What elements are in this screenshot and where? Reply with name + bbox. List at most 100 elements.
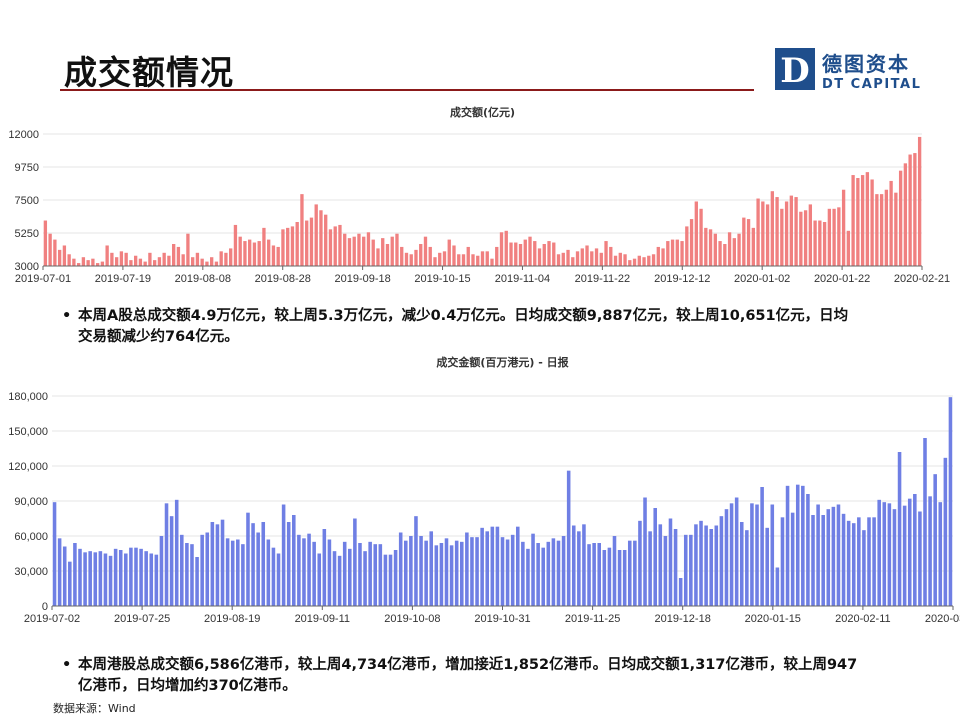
bar <box>653 508 657 606</box>
bar <box>439 543 444 606</box>
bar <box>633 540 637 606</box>
bar <box>124 553 128 606</box>
bar <box>622 550 627 606</box>
bar <box>643 497 647 606</box>
bar <box>62 546 67 606</box>
bar <box>286 522 291 606</box>
bar <box>865 172 870 266</box>
bar <box>368 541 372 606</box>
bar <box>750 503 754 606</box>
bar <box>286 227 290 266</box>
bar <box>423 236 428 266</box>
x-tick-label: 2019-10-15 <box>414 273 470 285</box>
bar <box>419 536 423 606</box>
bar <box>309 217 314 266</box>
bar <box>98 551 103 606</box>
bar <box>541 547 545 606</box>
bar <box>261 522 266 606</box>
bar <box>938 502 943 606</box>
bar <box>449 545 454 606</box>
bar <box>224 252 228 266</box>
bar <box>378 544 383 606</box>
bar <box>133 255 138 266</box>
y-tick-label: 120,000 <box>8 461 48 473</box>
bar <box>908 154 912 266</box>
bar <box>169 516 174 606</box>
bar <box>470 537 474 606</box>
bar <box>638 520 642 606</box>
bar <box>837 207 841 266</box>
bar <box>48 233 52 266</box>
bar <box>317 553 322 606</box>
bar <box>490 258 494 266</box>
bar <box>856 178 860 266</box>
bar <box>714 525 719 606</box>
bar <box>708 229 713 266</box>
bar <box>561 536 566 606</box>
bar <box>683 534 688 606</box>
bar <box>727 232 732 266</box>
bar <box>88 551 92 606</box>
bar <box>746 219 751 266</box>
bar <box>144 551 148 606</box>
bar <box>495 526 500 606</box>
bar <box>72 258 76 266</box>
x-tick-label: 2019-07-19 <box>95 273 151 285</box>
bar <box>857 517 861 606</box>
bar <box>923 438 927 606</box>
a-share-summary-text: 本周A股总成交额4.9万亿元，较上周5.3万亿元，减少0.4万亿元。日均成交额9… <box>78 308 849 345</box>
bar <box>295 222 299 266</box>
bar <box>429 531 434 606</box>
bar <box>314 204 318 266</box>
bar <box>373 544 378 606</box>
bar <box>948 397 953 606</box>
bar <box>882 502 887 606</box>
bar <box>556 540 561 606</box>
bar <box>887 503 892 606</box>
bar <box>200 534 204 606</box>
bar <box>357 233 361 266</box>
bar <box>236 539 240 606</box>
bar <box>528 236 532 266</box>
bar <box>585 245 589 266</box>
bar <box>907 498 912 606</box>
bar <box>164 503 169 606</box>
bar <box>822 222 827 266</box>
bar <box>609 246 613 266</box>
bar <box>376 248 380 266</box>
bar <box>205 532 210 606</box>
bar <box>124 252 128 266</box>
bar <box>347 238 352 266</box>
bar <box>647 255 651 266</box>
bar <box>327 539 332 606</box>
bar <box>509 242 513 266</box>
bar <box>521 541 525 606</box>
bar <box>851 175 855 266</box>
bar <box>571 257 575 266</box>
logo-mark-icon: D <box>775 48 815 90</box>
bar <box>388 554 393 606</box>
bar <box>225 538 230 606</box>
bar <box>471 254 475 266</box>
bar <box>761 201 765 266</box>
bar <box>729 503 734 606</box>
bar <box>933 474 937 606</box>
bar <box>342 541 347 606</box>
bar <box>851 523 856 606</box>
bar <box>689 219 694 266</box>
bar <box>475 537 479 606</box>
bar <box>860 175 865 266</box>
bar <box>149 553 154 606</box>
bar <box>917 136 922 266</box>
bar <box>836 504 841 606</box>
hk-turnover-chart: 成交金额(百万港元) - 日报 0 30,000 60,000 90,000 120,00… <box>8 355 960 625</box>
bar <box>784 201 789 266</box>
hk-summary: • 本周港股总成交额6,586亿港币，较上周4,734亿港币，增加接近1,852… <box>62 655 858 697</box>
bar <box>514 242 518 266</box>
bar <box>678 578 683 606</box>
bar <box>447 239 451 266</box>
bar <box>281 229 285 266</box>
bar <box>143 261 147 266</box>
bar <box>246 512 250 606</box>
company-logo: D 德图资本 DT CAPITAL <box>775 48 935 94</box>
